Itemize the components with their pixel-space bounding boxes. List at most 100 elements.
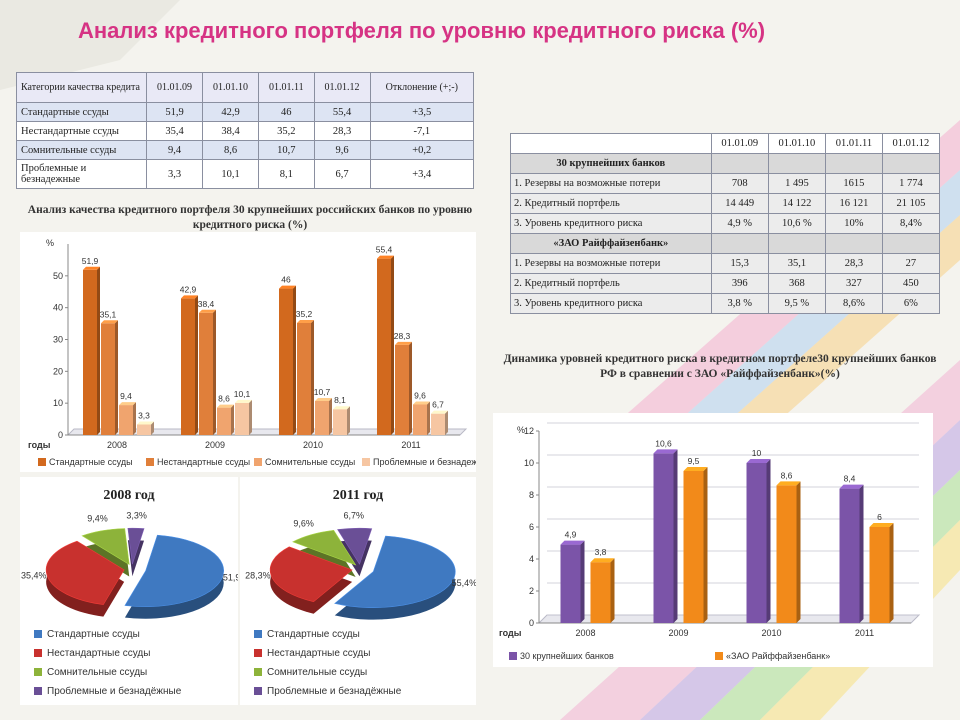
bar	[683, 471, 704, 623]
bar	[431, 413, 445, 435]
table-cell: +3,5	[369, 102, 475, 122]
data-label: 8,1	[334, 395, 346, 405]
bar-side	[673, 449, 678, 623]
y-tick-label: 8	[529, 490, 534, 500]
legend-label: Стандартные ссуды	[49, 457, 133, 467]
pie-slice	[127, 527, 145, 565]
table-cell: 9,6	[313, 140, 371, 160]
legend-swatch	[34, 649, 42, 657]
pie-data-label: 9,6%	[293, 518, 314, 528]
bar	[839, 488, 860, 623]
bar-side	[859, 484, 864, 623]
table-header-cell: 01.01.12	[313, 72, 371, 103]
bar-top	[869, 523, 894, 527]
bar	[181, 298, 195, 435]
row-label: 2. Кредитный портфель	[510, 273, 712, 294]
bar-side	[97, 266, 100, 435]
y-unit-label: %	[517, 425, 525, 435]
bar-side	[311, 319, 314, 435]
table-cell: -7,1	[369, 121, 475, 141]
bar	[653, 453, 674, 623]
bar-side	[580, 540, 585, 623]
pie-slice	[334, 535, 456, 608]
pie-data-label: 6,7%	[343, 510, 364, 520]
y-tick-label: 0	[529, 618, 534, 628]
table-cell: 55,4	[313, 102, 371, 122]
legend-label: Проблемные и безнадёжные	[47, 685, 182, 697]
legend-label: Проблемные и безнадёжные	[267, 685, 402, 697]
bar-side	[347, 406, 350, 435]
bar-top	[746, 459, 771, 463]
legend-label: Стандартные ссуды	[47, 629, 140, 640]
pie-slice	[337, 527, 373, 565]
table-cell: 3,8 %	[710, 293, 769, 314]
legend-label: Нестандартные ссуды	[47, 648, 150, 659]
legend-swatch	[509, 652, 517, 660]
table-cell: 8,6	[202, 140, 259, 160]
y-tick-label: 20	[53, 366, 63, 376]
bar-top	[235, 399, 252, 403]
x-axis-word: годы	[499, 628, 522, 638]
table-row: Проблемные и безнадежные 3,3 10,1 8,1 6,…	[16, 159, 475, 189]
y-tick-label: 12	[524, 426, 534, 436]
bar-top	[395, 341, 412, 345]
table-header-cell: 01.01.09	[710, 133, 769, 154]
table-header-cell: 01.01.11	[258, 72, 315, 103]
table-cell: 27	[881, 253, 941, 274]
table-row: Нестандартные ссуды 35,4 38,4 35,2 28,3 …	[16, 121, 475, 141]
section-label: 30 крупнейших банков	[510, 153, 712, 174]
legend-swatch	[715, 652, 723, 660]
data-label: 3,8	[595, 547, 607, 557]
data-label: 42,9	[180, 284, 197, 294]
x-tick-label: 2008	[107, 440, 127, 450]
row-label: Сомнительные ссуды	[16, 140, 147, 160]
bar	[199, 312, 213, 435]
risk-table: 01.01.09 01.01.10 01.01.11 01.01.12 30 к…	[510, 133, 941, 314]
legend-swatch	[254, 687, 262, 695]
y-tick-label: 30	[53, 335, 63, 345]
table-header-cell: 01.01.12	[881, 133, 941, 154]
table-header-cell: 01.01.09	[146, 72, 203, 103]
bar	[590, 562, 611, 623]
y-tick-label: 50	[53, 271, 63, 281]
x-tick-label: 2008	[575, 628, 595, 638]
y-tick-label: 4	[529, 554, 534, 564]
bar-side	[213, 309, 216, 435]
table-cell: 35,2	[258, 121, 315, 141]
pie-chart-2008: 2008 год 51,9% 35,4% 9,4% 3,3% Стандартные сс…	[20, 477, 238, 705]
table-section-row: 30 крупнейших банков	[510, 153, 941, 174]
bar	[413, 404, 427, 435]
table-header-cell: Категории качества кредита	[16, 72, 147, 103]
table-cell	[710, 233, 769, 254]
y-tick-label: 10	[524, 458, 534, 468]
table-header-cell: 01.01.11	[825, 133, 883, 154]
data-label: 10,7	[314, 387, 331, 397]
bar	[137, 424, 151, 435]
x-tick-label: 2011	[401, 440, 420, 450]
table-cell: 8,6%	[825, 293, 883, 314]
bar-top	[413, 401, 430, 405]
table-cell: 4,9 %	[710, 213, 769, 234]
bar-side	[151, 421, 154, 435]
table-cell: 35,1	[767, 253, 827, 274]
table-cell: 35,4	[146, 121, 203, 141]
data-label: 4,9	[565, 530, 577, 540]
table-cell: +0,2	[369, 140, 475, 160]
bar	[119, 405, 133, 435]
table-cell: 21 105	[881, 193, 941, 214]
bar-side	[427, 401, 430, 435]
pie-chart-2011: 2011 год 55,4% 28,3% 9,6% 6,7% Стандартные сс…	[240, 477, 476, 705]
bar	[333, 409, 347, 435]
table-cell: 10,1	[202, 159, 259, 189]
data-label: 10	[752, 448, 762, 458]
chart-title-dynamics: Динамика уровней кредитного риска в кред…	[503, 353, 937, 380]
y-tick-label: 10	[53, 398, 63, 408]
bar-side	[766, 459, 771, 623]
table-header-cell: 01.01.10	[767, 133, 827, 154]
table-cell: 9,4	[146, 140, 203, 160]
data-label: 46	[281, 275, 291, 285]
table-cell: 16 121	[825, 193, 883, 214]
pie-data-label: 28,3%	[245, 571, 271, 581]
bar-side	[249, 399, 252, 435]
pie-slice	[124, 534, 224, 608]
